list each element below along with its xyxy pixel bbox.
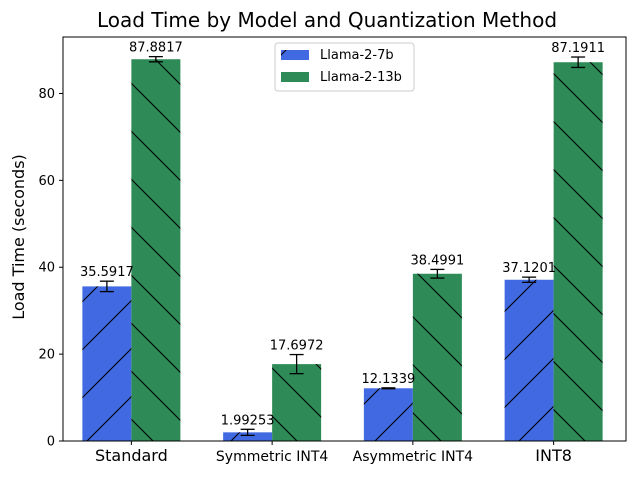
bar-llama-2-13b-int8-hatch: [553, 62, 603, 441]
bar-llama-2-7b-standard-hatch: [82, 286, 132, 441]
y-tick-label-60: 60: [38, 174, 55, 189]
legend-box: [274, 42, 415, 92]
x-tick-label-symmetric-int4: Symmetric INT4: [216, 449, 328, 465]
y-tick-label-80: 80: [38, 87, 55, 102]
y-tick-label-40: 40: [38, 261, 55, 276]
y-tick-label-20: 20: [38, 348, 55, 363]
chart-title: Load Time by Model and Quantization Meth…: [97, 8, 557, 32]
data-labels-group: 35.5917 87.8817 1.99253 17.6972 12.1339 38.49…: [80, 41, 605, 429]
x-tick-label-int8: INT8: [535, 446, 572, 465]
data-label-llama-2-13b-int8: 87.1911: [551, 41, 605, 56]
bar-llama-2-13b-asymmetric-int4-hatch: [412, 273, 462, 441]
plot-frame: [62, 36, 627, 442]
data-label-llama-2-7b-symmetric-int4: 1.99253: [221, 413, 275, 428]
bar-llama-2-7b-symmetric-int4-hatch: [223, 432, 273, 441]
legend: Llama-2-7b Llama-2-13b: [274, 42, 415, 92]
y-axis: 0 20 40 60 80: [38, 87, 63, 450]
bar-llama-2-7b-int8-hatch: [504, 279, 554, 441]
data-label-llama-2-13b-standard: 87.8817: [129, 41, 183, 56]
x-tick-label-standard: Standard: [95, 446, 168, 465]
data-label-llama-2-7b-asymmetric-int4: 12.1339: [361, 372, 415, 387]
y-tick-label-0: 0: [47, 435, 55, 450]
data-label-llama-2-7b-standard: 35.5917: [80, 265, 134, 280]
error-bars-group: [99, 55, 586, 437]
bar-llama-2-7b-asymmetric-int4-hatch: [363, 388, 413, 441]
data-label-llama-2-13b-asymmetric-int4: 38.4991: [410, 253, 464, 268]
y-axis-label: Load Time (seconds): [9, 154, 28, 320]
bar-llama-2-13b-symmetric-int4-hatch: [272, 364, 322, 441]
data-label-llama-2-13b-symmetric-int4: 17.6972: [270, 339, 324, 354]
legend-label-llama-2-13b: Llama-2-13b: [320, 70, 402, 85]
x-tick-label-asymmetric-int4: Asymmetric INT4: [353, 449, 473, 465]
legend-label-llama-2-7b: Llama-2-7b: [320, 48, 394, 63]
x-axis: Standard Symmetric INT4 Asymmetric INT4 INT…: [95, 441, 572, 465]
data-label-llama-2-7b-int8: 37.1201: [502, 261, 556, 276]
bars-group: [82, 59, 603, 441]
bar-llama-2-13b-standard-hatch: [131, 59, 181, 441]
